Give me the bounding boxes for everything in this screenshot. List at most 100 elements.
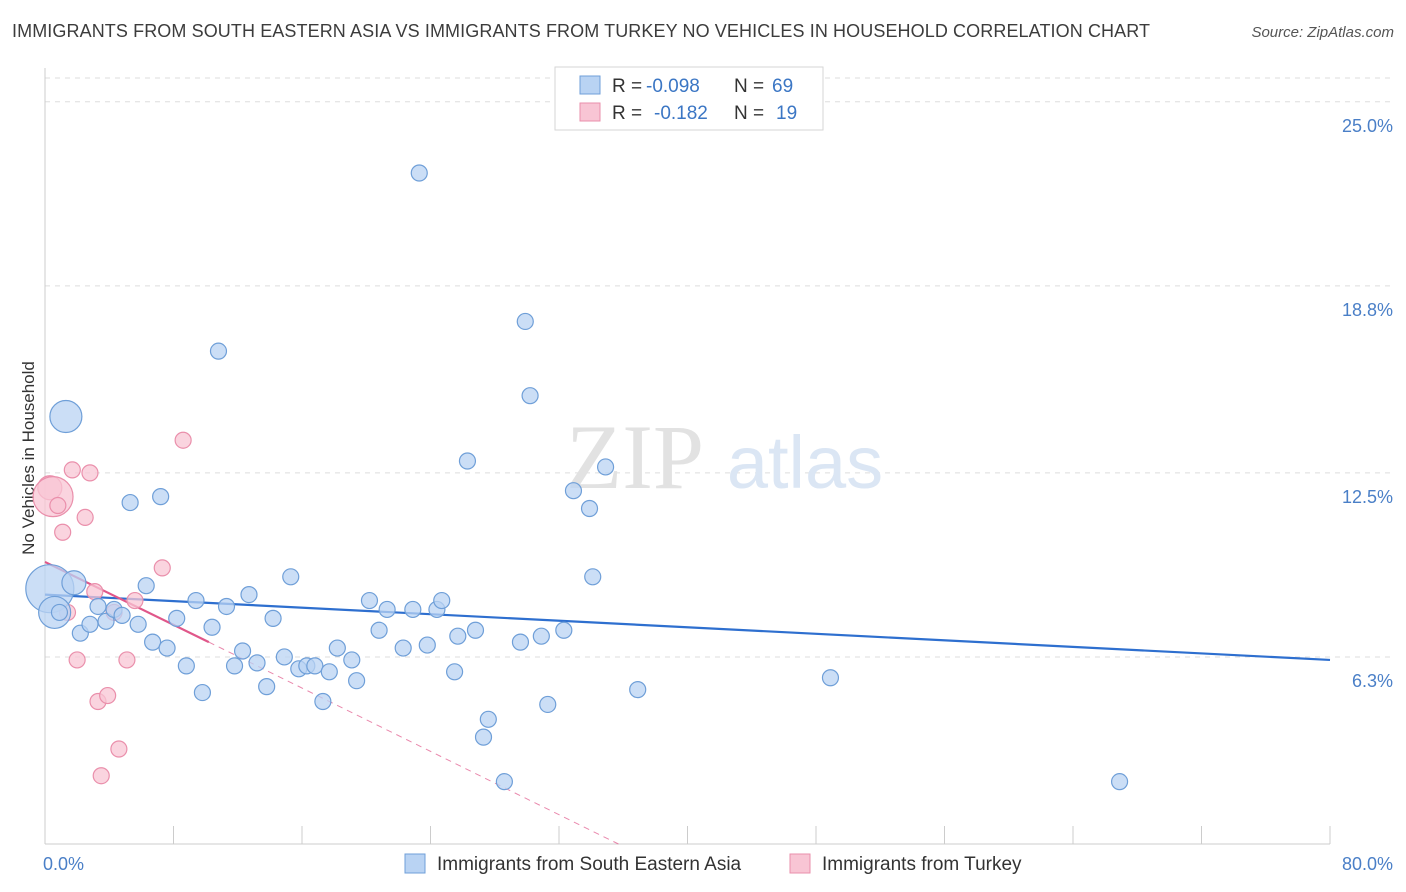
data-point-sea: [445, 663, 464, 681]
data-point-sea: [89, 597, 107, 616]
data-point-sea: [121, 493, 139, 512]
data-point-sea: [348, 672, 366, 690]
legend-r-value-pink: -0.182: [654, 103, 708, 124]
data-point-sea: [264, 609, 282, 627]
data-point-turkey: [153, 559, 171, 577]
legend-n-value-pink: 19: [776, 103, 797, 124]
data-point-sea: [144, 633, 162, 651]
data-point-sea: [564, 482, 583, 500]
data-point-sea: [466, 621, 485, 639]
legend-swatch-pink: [579, 102, 601, 122]
watermark-zip: ZIP: [566, 406, 704, 508]
legend-swatch-blue: [579, 75, 601, 95]
data-point-sea: [258, 678, 276, 696]
data-point-sea: [629, 681, 647, 699]
trend-lines: [44, 560, 1331, 845]
data-point-sea: [81, 615, 99, 633]
data-point-sea: [282, 568, 300, 586]
y-tick-labels: 6.3% 12.5% 18.8% 25.0%: [1342, 116, 1393, 691]
data-point-sea: [370, 621, 388, 639]
watermark-atlas: atlas: [727, 421, 883, 504]
trend-line-turkey-extension: [208, 641, 619, 845]
data-point-sea: [275, 648, 293, 666]
data-point-sea: [158, 639, 176, 657]
data-point-sea: [580, 499, 599, 518]
data-point-sea: [360, 591, 379, 610]
data-point-sea: [152, 488, 170, 506]
data-point-sea: [449, 627, 467, 645]
bottom-legend-swatch-blue: [404, 853, 426, 874]
data-point-sea: [177, 657, 195, 675]
legend-r-value-blue: -0.098: [646, 76, 700, 97]
legend-n-label-pink: N =: [734, 103, 764, 124]
data-point-sea: [49, 399, 83, 434]
data-point-sea: [596, 458, 615, 476]
series-legend: Immigrants from South Eastern Asia Immig…: [404, 853, 1022, 875]
series-sea-points: [25, 164, 1129, 791]
data-point-turkey: [110, 740, 128, 758]
data-point-sea: [193, 683, 212, 702]
data-point-sea: [410, 164, 428, 182]
data-point-sea: [474, 728, 493, 746]
data-point-sea: [532, 627, 550, 645]
data-point-turkey: [63, 461, 81, 479]
data-point-sea: [516, 312, 534, 331]
data-point-sea: [168, 609, 186, 627]
trend-line-sea: [44, 593, 1331, 662]
source-credit: Source: ZipAtlas.com: [1251, 24, 1394, 41]
y-tick-label: 18.8%: [1342, 300, 1393, 320]
y-axis-label: No Vehicles in Household: [19, 361, 38, 555]
legend-n-value-blue: 69: [772, 76, 793, 97]
x-tick-label-max: 80.0%: [1342, 854, 1393, 874]
data-point-sea: [61, 570, 87, 596]
data-point-sea: [1110, 773, 1129, 791]
data-point-sea: [50, 603, 69, 622]
data-point-sea: [233, 642, 252, 660]
watermark: ZIP atlas: [566, 406, 883, 508]
data-point-sea: [418, 636, 436, 654]
data-point-turkey: [86, 583, 104, 601]
y-tick-label: 25.0%: [1342, 116, 1393, 136]
grid-lines: [45, 77, 1394, 658]
axes: [44, 68, 1331, 845]
data-point-turkey: [81, 464, 99, 482]
data-point-turkey: [92, 767, 110, 785]
correlation-legend: R = -0.098 N = 69 R = -0.182 N = 19: [554, 66, 824, 131]
data-point-sea: [539, 695, 557, 714]
y-tick-label: 12.5%: [1342, 487, 1393, 507]
bottom-legend-label-pink: Immigrants from Turkey: [822, 854, 1022, 875]
data-point-turkey: [118, 651, 136, 669]
data-point-sea: [495, 773, 513, 791]
x-tick-labels: 0.0% 80.0%: [43, 854, 1393, 874]
data-point-sea: [209, 342, 228, 360]
data-point-sea: [343, 651, 361, 669]
data-point-turkey: [49, 496, 67, 515]
data-point-sea: [521, 387, 539, 405]
data-point-sea: [314, 692, 332, 711]
data-point-sea: [511, 633, 530, 651]
bottom-legend-swatch-pink: [789, 853, 811, 874]
data-point-sea: [113, 606, 131, 624]
data-point-sea: [217, 597, 236, 616]
data-point-sea: [129, 615, 147, 633]
data-point-sea: [203, 618, 221, 636]
data-point-sea: [821, 669, 840, 687]
data-point-sea: [248, 654, 266, 672]
data-point-turkey: [174, 431, 192, 449]
data-point-sea: [378, 600, 396, 619]
data-point-turkey: [76, 508, 94, 527]
data-point-sea: [240, 586, 258, 604]
data-point-sea: [433, 591, 451, 610]
data-point-turkey: [54, 523, 72, 541]
legend-r-label-pink: R =: [612, 103, 642, 124]
data-point-turkey: [126, 591, 144, 610]
data-point-sea: [555, 621, 573, 639]
data-point-sea: [97, 612, 115, 630]
data-point-sea: [187, 591, 205, 610]
data-point-turkey: [99, 686, 117, 705]
bottom-legend-label-blue: Immigrants from South Eastern Asia: [437, 854, 742, 875]
data-point-sea: [306, 657, 324, 675]
data-point-sea: [320, 663, 338, 681]
data-point-sea: [137, 577, 155, 595]
